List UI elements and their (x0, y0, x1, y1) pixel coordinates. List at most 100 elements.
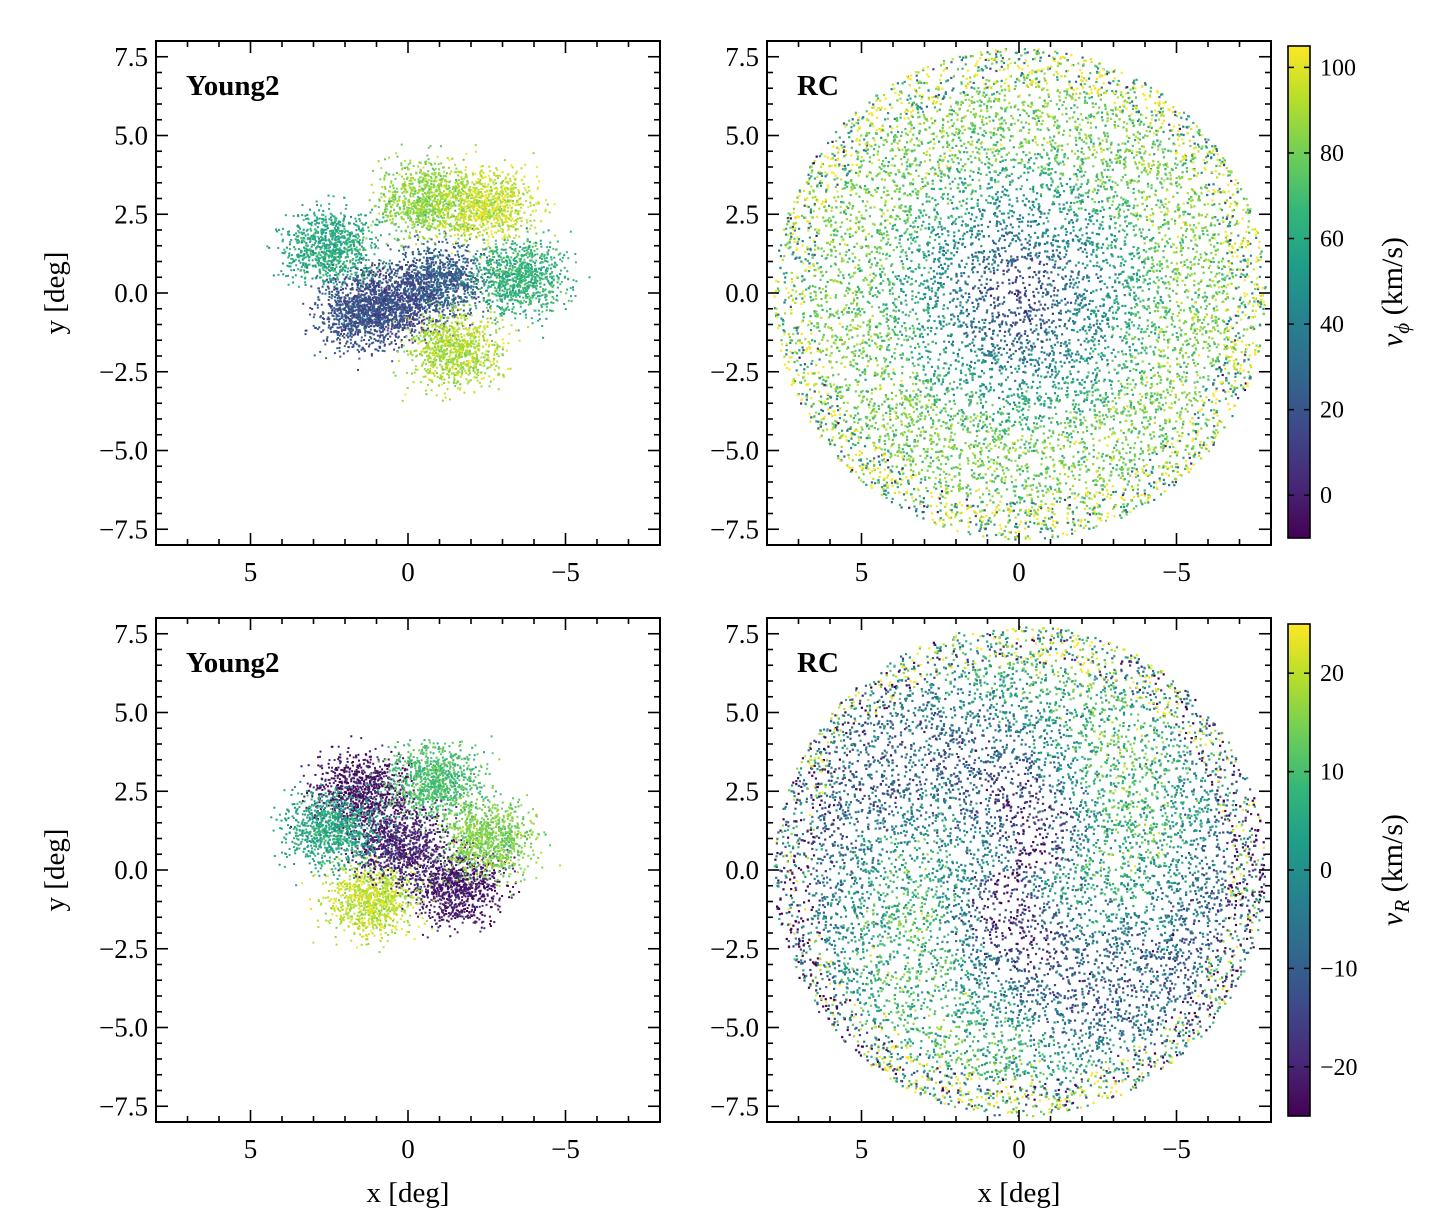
point (426, 294, 429, 297)
point (421, 204, 424, 207)
point (482, 208, 485, 211)
point (417, 200, 419, 203)
point (365, 259, 368, 261)
point (529, 201, 532, 204)
point (410, 191, 413, 193)
point (463, 190, 466, 193)
point (355, 326, 358, 329)
point (417, 216, 420, 219)
point (357, 250, 359, 253)
point (473, 198, 476, 201)
point (377, 298, 380, 301)
point (422, 273, 425, 276)
point (443, 381, 445, 384)
point (495, 317, 498, 320)
point (474, 197, 477, 200)
point (453, 378, 456, 381)
point (442, 266, 445, 269)
point (466, 365, 469, 368)
point (428, 361, 431, 363)
point (331, 253, 334, 256)
point (495, 365, 498, 368)
point (371, 274, 374, 277)
point (439, 212, 441, 215)
point (479, 191, 482, 194)
point (447, 300, 449, 303)
point (398, 360, 401, 363)
point (389, 306, 392, 308)
point (430, 265, 433, 267)
point (447, 341, 450, 344)
point (436, 189, 439, 192)
point (415, 205, 417, 207)
point (488, 204, 491, 207)
point (438, 340, 441, 343)
point (460, 322, 463, 325)
point (321, 263, 324, 266)
point (455, 240, 457, 243)
point (427, 285, 430, 288)
point (287, 233, 289, 236)
point (456, 345, 459, 348)
point (426, 181, 429, 183)
point (446, 359, 449, 362)
point (340, 230, 343, 232)
point (504, 190, 507, 193)
point (403, 204, 406, 207)
point (360, 257, 363, 260)
point (453, 264, 456, 267)
point (429, 289, 432, 292)
point (446, 216, 449, 219)
point (485, 185, 488, 188)
point (396, 190, 399, 193)
point (483, 273, 486, 275)
point (440, 249, 443, 252)
point (443, 193, 446, 196)
point (416, 306, 419, 309)
point (398, 312, 401, 315)
point (458, 348, 461, 351)
point (385, 275, 387, 278)
point (512, 188, 515, 191)
point (435, 300, 438, 303)
point (406, 387, 409, 389)
point (495, 213, 498, 216)
point (438, 192, 440, 195)
point (371, 321, 374, 324)
point (431, 372, 434, 375)
point (437, 339, 440, 342)
point (460, 270, 463, 273)
point (388, 197, 391, 200)
point (439, 356, 442, 359)
point (493, 183, 496, 186)
point (434, 370, 437, 372)
point (390, 271, 393, 274)
point (451, 157, 454, 160)
point (354, 223, 357, 226)
point (317, 260, 320, 262)
point (454, 219, 457, 222)
point (453, 347, 456, 350)
point (467, 219, 470, 222)
point (434, 188, 437, 191)
point (445, 249, 448, 252)
point (440, 378, 443, 381)
point (321, 236, 324, 239)
point (341, 268, 344, 271)
point (358, 282, 361, 285)
point (473, 366, 476, 369)
point (427, 383, 429, 386)
point (457, 303, 460, 306)
point (422, 177, 425, 180)
point (428, 340, 431, 343)
point (423, 368, 426, 371)
point (454, 194, 457, 197)
point (436, 236, 439, 238)
point (417, 188, 420, 191)
point (451, 315, 454, 318)
point (430, 271, 433, 274)
point (437, 347, 440, 349)
point (489, 360, 492, 363)
point (486, 223, 489, 225)
point (483, 332, 486, 335)
